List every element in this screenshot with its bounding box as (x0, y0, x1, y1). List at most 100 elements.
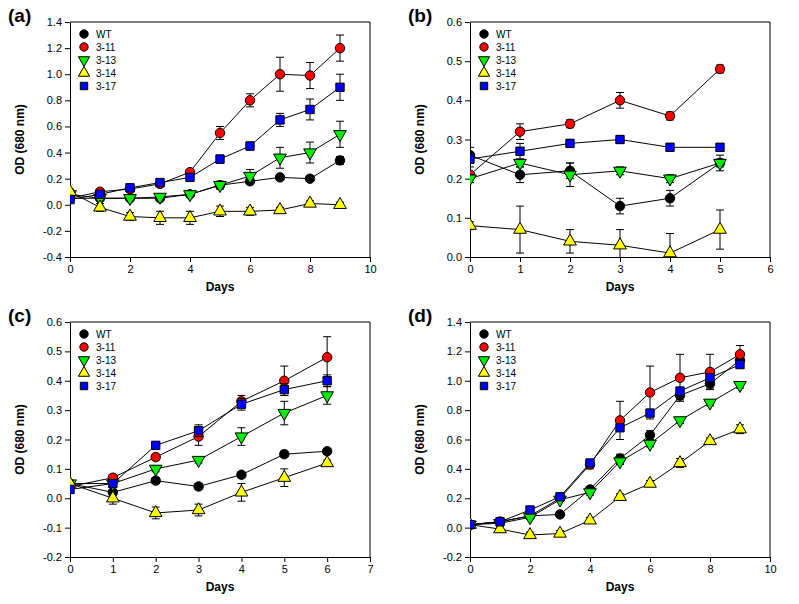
error-bar-cap (306, 163, 314, 164)
x-axis-line (471, 557, 771, 558)
marker (515, 170, 524, 179)
y-tick-mark (465, 322, 470, 323)
marker (675, 373, 684, 382)
error-bar (237, 398, 245, 410)
error-bar (616, 136, 624, 144)
error-bar (716, 65, 724, 73)
y-tick: 1.2 (447, 345, 470, 357)
error-bar (666, 112, 674, 120)
marker (644, 476, 657, 487)
frame (70, 322, 370, 323)
error-bar-cap (280, 468, 288, 469)
series-line (70, 160, 340, 198)
y-tick-mark (65, 48, 70, 49)
marker (644, 440, 657, 451)
x-tick-mark (570, 257, 571, 262)
x-tick: 3 (196, 557, 202, 575)
x-tick-label: 3 (617, 263, 623, 275)
x-tick-mark (70, 257, 71, 262)
marker (156, 178, 164, 186)
y-tick: 0.2 (47, 434, 70, 446)
marker (275, 173, 284, 182)
marker (716, 143, 724, 151)
error-bar-cap (195, 424, 203, 425)
y-tick-mark (65, 410, 70, 411)
legend: WT3-113-133-143-17 (78, 29, 116, 92)
error-bar (336, 74, 344, 100)
marker (526, 506, 534, 514)
legend-marker (480, 382, 487, 389)
y-tick: 0.6 (47, 120, 70, 132)
error-bar (306, 62, 314, 88)
marker (125, 184, 134, 193)
x-axis-line (71, 257, 371, 258)
y-axis-title: OD (680 nm) (13, 404, 27, 475)
marker (495, 517, 504, 526)
error-bar (195, 425, 203, 437)
error-bar-cap (306, 142, 314, 143)
legend: WT3-113-133-143-17 (78, 329, 116, 392)
error-bar-cap (195, 515, 203, 516)
panel: 01234560.00.10.20.30.40.50.6DaysOD (680 … (408, 5, 774, 294)
marker (244, 172, 257, 183)
marker (321, 392, 334, 403)
error-bar-cap (109, 504, 117, 505)
y-tick-mark (465, 557, 470, 558)
y-tick-label: 0.2 (47, 434, 62, 446)
marker (524, 528, 537, 539)
error-bar-cap (666, 233, 674, 234)
y-tick-label: 0.3 (447, 134, 462, 146)
error-bar-cap (246, 93, 254, 94)
marker (124, 209, 137, 220)
marker (149, 506, 162, 517)
error-bar-cap (246, 169, 254, 170)
y-tick: 0.0 (47, 199, 70, 211)
error-bar (336, 156, 344, 164)
marker (714, 159, 727, 170)
series-line (470, 365, 740, 525)
error-bar-cap (156, 224, 164, 225)
y-tick-mark (465, 469, 470, 470)
error-bar-cap (516, 159, 524, 160)
x-tick: 8 (707, 557, 713, 575)
x-tick-mark (470, 557, 471, 562)
legend-label: 3-11 (96, 342, 116, 353)
marker (734, 422, 747, 433)
error-bar (676, 354, 684, 401)
error-bar-cap (152, 518, 160, 519)
marker (276, 116, 284, 124)
marker (245, 96, 254, 105)
y-tick: 0.8 (447, 404, 470, 416)
marker (278, 409, 291, 420)
y-tick: 0.1 (447, 212, 470, 224)
y-tick-label: -0.2 (443, 551, 462, 563)
error-bar (666, 143, 674, 151)
error-bar-cap (516, 123, 524, 124)
error-bar-cap (237, 410, 245, 411)
marker (585, 460, 594, 469)
legend-marker (478, 66, 489, 76)
series-line (70, 134, 340, 198)
legend-label: 3-14 (496, 368, 516, 379)
marker (107, 480, 120, 491)
series-line (470, 226, 720, 253)
x-tick-label: 4 (667, 263, 673, 275)
x-tick: 1 (110, 557, 116, 575)
x-tick-label: 6 (247, 263, 253, 275)
x-tick: 4 (587, 557, 593, 575)
error-bar-cap (676, 401, 684, 402)
marker (70, 184, 76, 195)
x-tick-label: 0 (67, 263, 73, 275)
x-tick-label: 1 (517, 263, 523, 275)
error-bar-cap (616, 198, 624, 199)
legend-label: 3-11 (96, 42, 116, 53)
error-bar (276, 113, 284, 126)
y-tick-mark (65, 322, 70, 323)
frame (470, 322, 770, 323)
marker (274, 203, 287, 214)
y-tick-mark (65, 469, 70, 470)
series-line (470, 385, 740, 525)
marker (614, 238, 627, 249)
x-tick-mark (670, 257, 671, 262)
error-bar (323, 337, 331, 378)
